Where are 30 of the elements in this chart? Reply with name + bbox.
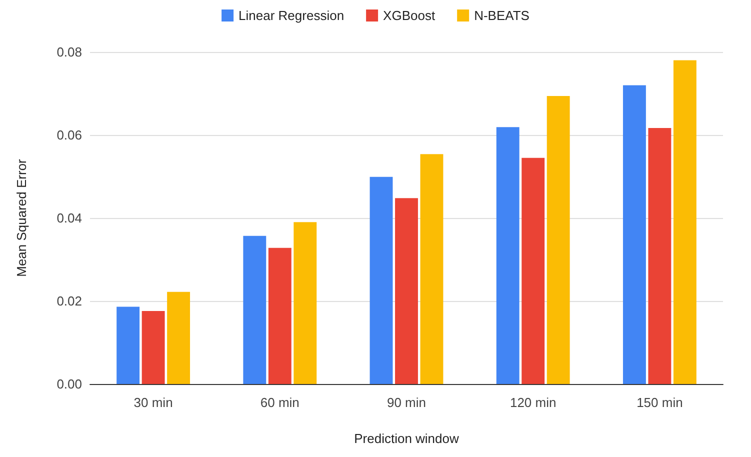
y-tick-label: 0.04 bbox=[56, 210, 82, 226]
bar bbox=[420, 154, 444, 384]
bar bbox=[648, 128, 672, 384]
bar bbox=[268, 248, 292, 384]
bar bbox=[496, 127, 520, 384]
x-axis-title: Prediction window bbox=[354, 431, 460, 446]
bar bbox=[294, 222, 317, 384]
legend-label: XGBoost bbox=[383, 8, 436, 23]
bar bbox=[167, 292, 190, 384]
bar bbox=[522, 158, 545, 384]
y-tick-label: 0.08 bbox=[56, 44, 82, 60]
bar bbox=[142, 310, 165, 384]
legend-label: Linear Regression bbox=[238, 8, 344, 23]
bar bbox=[673, 60, 696, 384]
bar bbox=[116, 306, 140, 384]
x-tick-label: 150 min bbox=[636, 395, 683, 410]
bar bbox=[546, 96, 570, 384]
x-tick-label: 60 min bbox=[260, 395, 300, 410]
x-tick-label: 120 min bbox=[510, 395, 556, 410]
y-tick-label: 0.00 bbox=[56, 376, 82, 392]
bar bbox=[370, 176, 393, 384]
bar bbox=[395, 198, 418, 384]
x-tick-label: 90 min bbox=[386, 395, 426, 410]
legend-label: N-BEATS bbox=[474, 8, 530, 23]
x-tick-label: 30 min bbox=[134, 395, 173, 410]
y-tick-label: 0.06 bbox=[56, 128, 82, 142]
bar bbox=[622, 85, 646, 384]
bar bbox=[243, 236, 266, 384]
y-axis-title: Mean Squared Error bbox=[14, 158, 29, 277]
y-tick-label: 0.02 bbox=[56, 294, 82, 308]
